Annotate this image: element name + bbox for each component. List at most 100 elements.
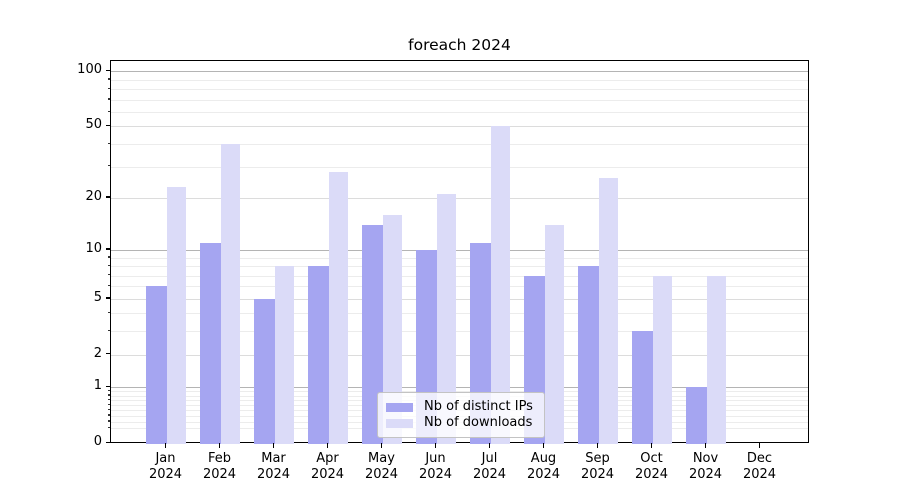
x-tick-label: Jun 2024 [418,451,453,482]
bar-downloads [544,225,564,444]
y-minor-tick-mark [107,311,110,314]
y-minor-tick-mark [107,408,110,411]
bar-downloads [490,126,510,444]
bar-downloads [274,266,294,444]
y-tick-mark [105,441,110,443]
x-tick-mark [435,443,437,448]
y-tick-mark [105,69,110,72]
gridline-minor [111,331,808,333]
y-minor-tick-mark [107,274,110,276]
gridline-minor [111,112,808,114]
y-tick-label: 100 [77,62,102,78]
y-minor-tick-mark [107,78,110,80]
y-tick-label: 10 [85,240,102,256]
gridline-major [111,197,808,199]
gridline-minor [111,166,808,168]
gridline-minor [111,286,808,288]
legend-swatch-downloads [386,418,413,428]
chart-title: foreach 2024 [408,36,511,54]
legend-item-downloads: Nb of downloads [386,415,536,431]
gridline-major [111,71,808,73]
x-tick-label: Feb 2024 [202,451,237,482]
y-tick-label: 0 [93,434,102,449]
y-minor-tick-mark [107,256,110,258]
x-tick-mark [759,443,761,448]
x-tick-label: Sep 2024 [580,451,615,482]
bar-distinct-ips [685,387,707,444]
gridline-minor [111,89,808,91]
y-minor-tick-mark [107,420,110,422]
gridline-major [111,298,808,300]
x-tick-label: Mar 2024 [256,451,291,482]
x-tick-label: Oct 2024 [634,451,669,482]
y-tick-label: 1 [93,378,102,394]
x-tick-label: Dec 2024 [742,451,777,482]
bar-downloads [706,275,726,444]
x-tick-mark [381,443,383,448]
bar-downloads [598,177,618,444]
y-minor-tick-mark [107,264,110,266]
y-minor-tick-mark [107,87,110,90]
bar-distinct-ips [253,298,275,444]
y-minor-tick-mark [107,414,110,416]
gridline-major [111,354,808,356]
gridline-minor [111,79,808,81]
y-minor-tick-mark [107,329,110,332]
y-minor-tick-mark [107,403,110,406]
y-minor-tick-mark [107,389,110,392]
bar-downloads [652,275,672,444]
y-minor-tick-mark [107,142,110,144]
legend-label-distinct-ips: Nb of distinct IPs [424,399,533,414]
y-tick-label: 2 [93,345,102,361]
y-tick-label: 50 [85,117,102,133]
y-minor-tick-mark [107,426,110,429]
y-tick-mark [105,124,110,127]
bar-distinct-ips [145,286,167,444]
y-minor-tick-mark [107,284,110,287]
bars-layer [111,61,808,444]
bar-downloads [328,171,348,444]
y-tick-mark [105,385,110,388]
y-tick-mark [105,248,110,250]
x-tick-label: Apr 2024 [310,451,345,482]
bar-distinct-ips [577,266,599,444]
gridline-minor [111,275,808,277]
legend-label-downloads: Nb of downloads [424,415,533,430]
x-tick-mark [273,443,275,448]
bar-distinct-ips [307,266,329,444]
x-tick-label: Jul 2024 [472,451,507,482]
bar-downloads [436,194,456,444]
x-tick-label: Jan 2024 [148,451,183,482]
gridline-minor [111,257,808,259]
y-minor-tick-mark [107,165,110,167]
x-tick-mark [597,443,599,448]
x-tick-mark [327,443,329,448]
gridline-minor [111,266,808,268]
legend: Nb of distinct IPs Nb of downloads [377,392,545,438]
y-tick-mark [105,297,110,299]
bar-downloads [220,144,240,444]
y-tick-label: 20 [85,188,102,204]
bar-downloads [166,187,186,444]
gridline-minor [111,313,808,315]
x-tick-label: Aug 2024 [526,451,561,482]
gridline-major [111,126,808,128]
y-minor-tick-mark [107,398,110,401]
bar-distinct-ips [199,242,221,444]
x-tick-mark [165,443,167,448]
bar-downloads [382,214,402,444]
y-minor-tick-mark [107,98,110,100]
x-tick-mark [489,443,491,448]
gridline-minor [111,99,808,101]
legend-swatch-distinct-ips [386,402,413,412]
plot-area [110,60,809,444]
legend-item-distinct-ips: Nb of distinct IPs [386,399,536,415]
y-minor-tick-mark [107,110,110,112]
y-tick-label: 5 [93,289,102,305]
gridline-major [111,249,808,251]
x-tick-mark [651,443,653,448]
bar-distinct-ips [361,225,383,444]
y-minor-tick-mark [107,394,110,396]
x-tick-mark [543,443,545,448]
gridline-major [111,387,808,389]
